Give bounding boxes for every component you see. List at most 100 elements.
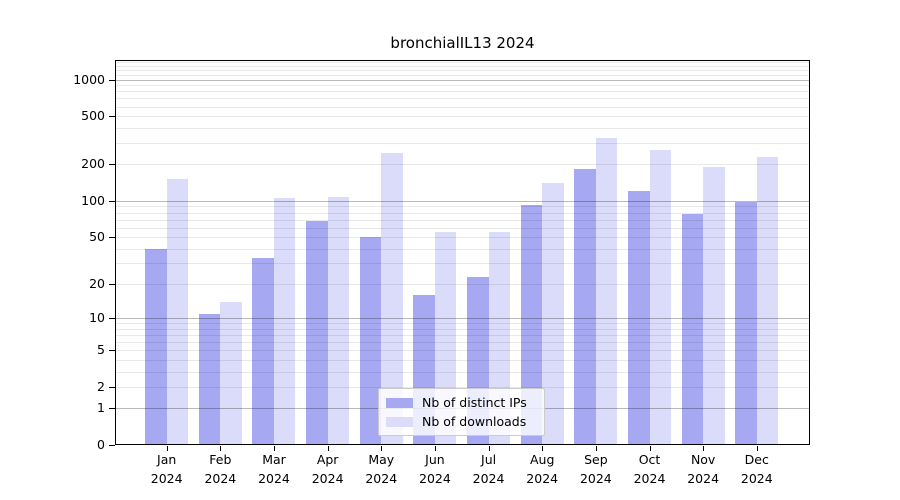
gridline-minor-80 xyxy=(116,212,809,214)
x-tick-mark-aug xyxy=(542,446,544,451)
y-tick-mark-5 xyxy=(109,350,115,352)
bar-downloads-aug xyxy=(542,183,564,445)
y-tick-label-2: 2 xyxy=(97,378,105,394)
y-tick-mark-20 xyxy=(109,283,115,285)
y-tick-label-1: 1 xyxy=(97,400,105,416)
gridline-major-10 xyxy=(116,318,809,320)
x-tick-mark-sep xyxy=(595,446,597,451)
gridline-minor-90 xyxy=(116,206,809,208)
y-tick-mark-0 xyxy=(109,445,115,446)
x-tick-label-dec: Dec 2024 xyxy=(740,452,773,486)
bar-distinct-ips-jan xyxy=(145,248,167,445)
y-tick-mark-500 xyxy=(109,116,115,118)
y-tick-mark-1000 xyxy=(109,79,115,81)
gridline-minor-30 xyxy=(116,263,809,265)
gridline-major-100 xyxy=(116,200,809,202)
x-tick-mark-feb xyxy=(220,446,222,451)
x-tick-label-jun: Jun 2024 xyxy=(419,452,451,486)
bar-distinct-ips-dec xyxy=(735,202,757,445)
bar-downloads-sep xyxy=(595,138,618,445)
gridline-minor-20 xyxy=(116,283,809,285)
y-tick-label-20: 20 xyxy=(89,275,105,291)
y-tick-mark-100 xyxy=(109,200,115,202)
x-tick-mark-jan xyxy=(166,446,168,451)
x-tick-mark-nov xyxy=(703,446,705,451)
bar-downloads-apr xyxy=(327,196,350,445)
x-tick-mark-oct xyxy=(649,446,651,451)
gridline-minor-3 xyxy=(116,371,809,373)
y-tick-mark-1 xyxy=(109,408,115,410)
gridline-minor-1300 xyxy=(116,65,809,67)
gridline-minor-800 xyxy=(116,91,809,93)
gridline-minor-50 xyxy=(116,237,809,239)
bar-distinct-ips-mar xyxy=(252,258,274,445)
gridline-minor-6 xyxy=(116,342,809,344)
bar-downloads-may xyxy=(381,152,403,445)
y-tick-label-1000: 1000 xyxy=(73,71,105,87)
gridline-minor-1200 xyxy=(116,69,809,71)
gridline-minor-2 xyxy=(116,386,809,388)
y-tick-label-200: 200 xyxy=(81,156,105,172)
x-tick-label-nov: Nov 2024 xyxy=(687,452,720,486)
gridline-minor-9 xyxy=(116,323,809,325)
bar-distinct-ips-sep xyxy=(574,169,596,445)
bar-distinct-ips-may xyxy=(359,237,382,445)
bar-downloads-mar xyxy=(273,198,296,445)
gridline-major-1000 xyxy=(116,79,809,81)
y-tick-label-0: 0 xyxy=(97,437,105,452)
gridline-minor-40 xyxy=(116,248,809,250)
x-tick-mark-mar xyxy=(273,446,275,451)
gridline-minor-8 xyxy=(116,328,809,330)
x-tick-mark-apr xyxy=(327,446,329,451)
y-tick-mark-200 xyxy=(109,164,115,166)
gridline-minor-60 xyxy=(116,227,809,229)
x-tick-label-jan: Jan 2024 xyxy=(150,452,183,486)
legend-swatch-distinct-ips-icon xyxy=(386,397,413,408)
gridline-minor-400 xyxy=(116,127,809,129)
gridline-minor-4 xyxy=(116,359,809,361)
gridline-minor-5 xyxy=(116,350,809,352)
x-tick-label-mar: Mar 2024 xyxy=(258,452,290,486)
legend-item-distinct-ips: Nb of distinct IPs xyxy=(386,393,536,412)
legend-item-downloads: Nb of downloads xyxy=(386,412,536,431)
y-tick-label-50: 50 xyxy=(89,229,105,245)
y-tick-mark-50 xyxy=(109,237,115,239)
gridline-minor-900 xyxy=(116,85,809,87)
bar-distinct-ips-nov xyxy=(681,213,704,445)
gridline-minor-700 xyxy=(116,98,809,100)
bar-distinct-ips-feb xyxy=(198,313,221,445)
gridline-minor-300 xyxy=(116,143,809,145)
bar-downloads-dec xyxy=(756,156,779,445)
gridline-minor-70 xyxy=(116,219,809,221)
x-tick-mark-jul xyxy=(488,446,490,451)
gridline-minor-1100 xyxy=(116,74,809,76)
y-tick-label-10: 10 xyxy=(89,310,105,326)
bar-downloads-feb xyxy=(220,301,242,445)
bar-downloads-jan xyxy=(166,178,189,445)
x-tick-label-apr: Apr 2024 xyxy=(311,452,344,486)
x-tick-label-sep: Sep 2024 xyxy=(579,452,612,486)
legend-swatch-downloads-icon xyxy=(386,416,413,427)
legend: Nb of distinct IPs Nb of downloads xyxy=(378,388,545,436)
gridline-minor-600 xyxy=(116,106,809,108)
y-tick-mark-10 xyxy=(109,318,115,320)
gridline-minor-200 xyxy=(116,164,809,166)
chart-title: bronchialIL13 2024 xyxy=(390,34,535,52)
legend-label-downloads: Nb of downloads xyxy=(422,413,527,429)
y-tick-label-100: 100 xyxy=(81,192,105,208)
x-tick-mark-may xyxy=(381,446,383,451)
x-tick-label-feb: Feb 2024 xyxy=(204,452,237,486)
x-tick-label-may: May 2024 xyxy=(365,452,398,486)
x-tick-label-aug: Aug 2024 xyxy=(526,452,559,486)
legend-label-distinct-ips: Nb of distinct IPs xyxy=(422,394,527,410)
x-tick-label-oct: Oct 2024 xyxy=(633,452,666,486)
y-tick-label-5: 5 xyxy=(97,342,105,358)
y-tick-mark-2 xyxy=(109,386,115,388)
bar-downloads-nov xyxy=(703,167,725,445)
gridline-minor-1400 xyxy=(116,61,809,63)
x-tick-mark-jun xyxy=(434,446,436,451)
gridline-minor-500 xyxy=(116,116,809,118)
bar-distinct-ips-aug xyxy=(520,204,543,445)
y-tick-label-500: 500 xyxy=(81,108,105,124)
